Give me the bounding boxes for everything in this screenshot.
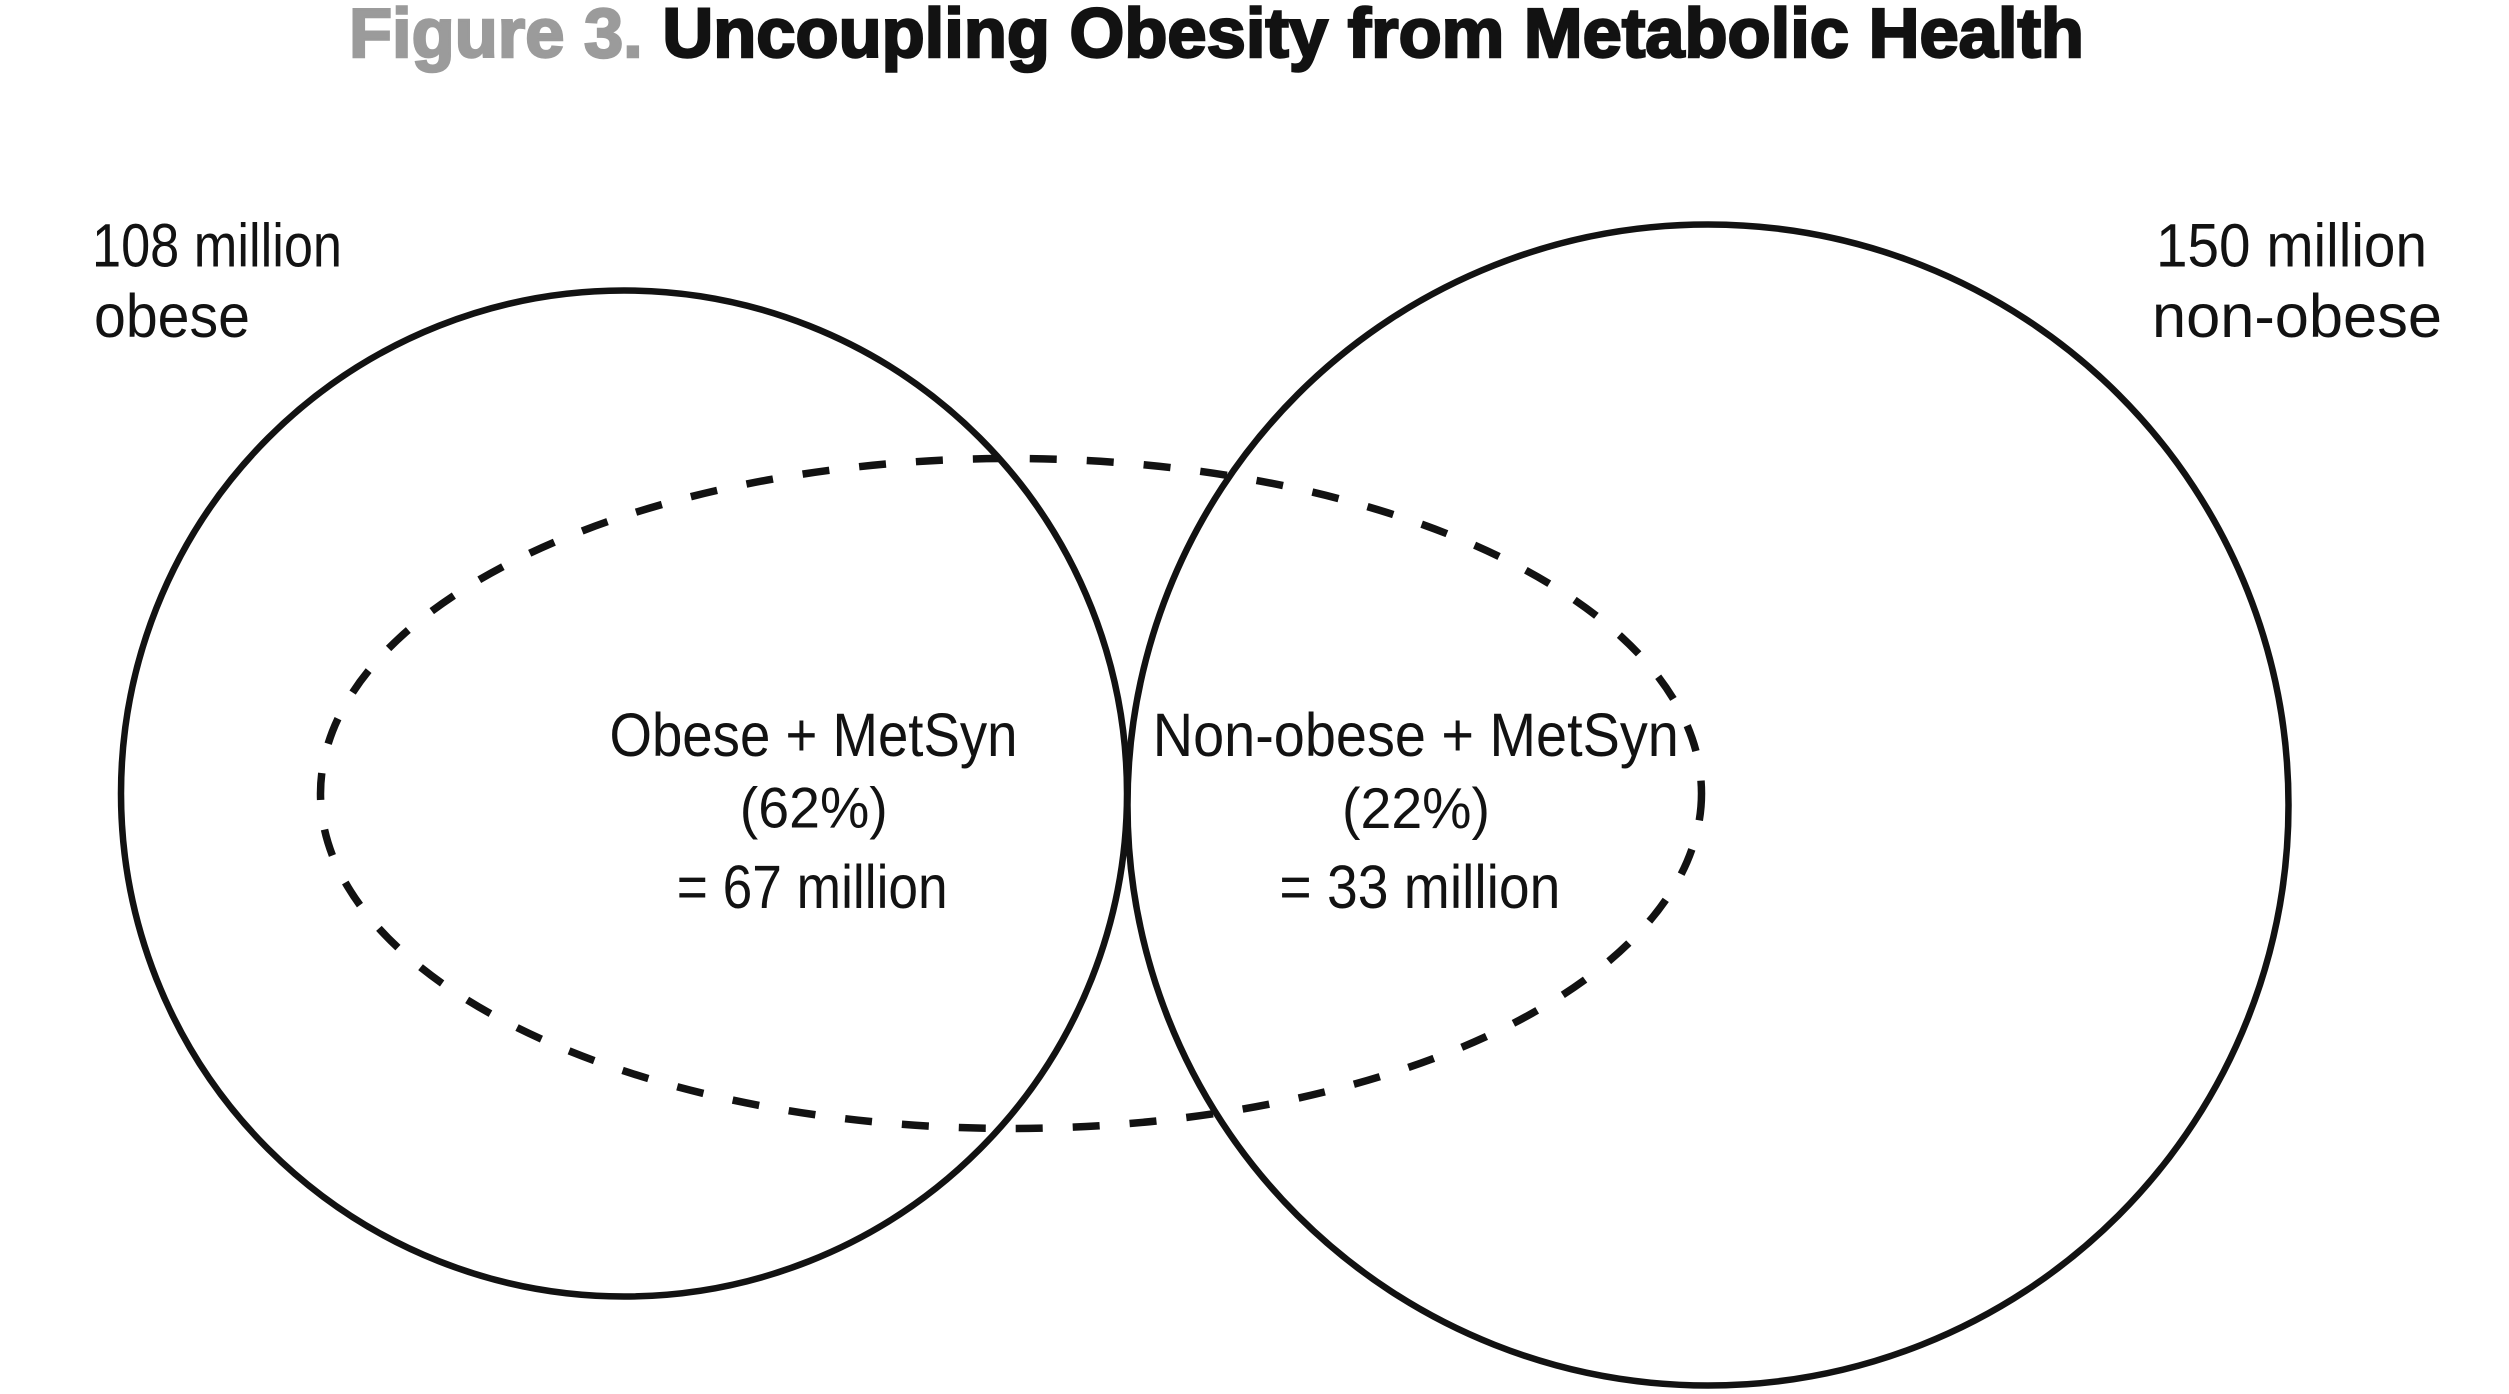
svg-text:obese: obese xyxy=(94,282,250,350)
svg-text:= 67 million: = 67 million xyxy=(677,853,948,921)
svg-text:108 million: 108 million xyxy=(92,212,342,280)
svg-text:Obese + MetSyn: Obese + MetSyn xyxy=(610,701,1018,769)
svg-text:Figure 3. Uncoupling Obesity f: Figure 3. Uncoupling Obesity from Metabo… xyxy=(349,0,2084,72)
svg-text:(62%): (62%) xyxy=(740,777,888,841)
svg-text:(22%): (22%) xyxy=(1342,777,1490,841)
svg-text:Non-obese + MetSyn: Non-obese + MetSyn xyxy=(1153,701,1679,769)
svg-text:= 33 million: = 33 million xyxy=(1279,853,1560,921)
svg-text:150 million: 150 million xyxy=(2156,212,2427,280)
svg-text:non-obese: non-obese xyxy=(2152,282,2442,350)
